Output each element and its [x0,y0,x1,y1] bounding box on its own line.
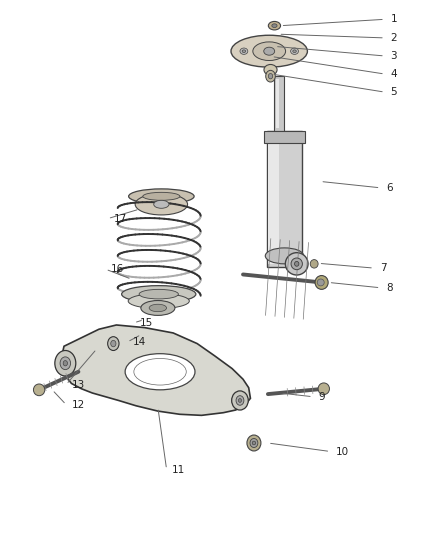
Text: 14: 14 [133,337,146,347]
Text: 11: 11 [172,465,186,474]
FancyBboxPatch shape [267,131,302,266]
Ellipse shape [247,435,261,451]
Text: 8: 8 [386,283,393,293]
Ellipse shape [268,21,281,30]
Ellipse shape [318,383,329,394]
Ellipse shape [268,74,273,79]
Ellipse shape [143,192,180,200]
Ellipse shape [231,35,307,67]
Text: 4: 4 [391,69,397,79]
FancyBboxPatch shape [276,79,279,128]
Text: 5: 5 [391,87,397,97]
Ellipse shape [141,301,175,316]
Text: 2: 2 [391,33,397,43]
Ellipse shape [272,24,277,28]
Ellipse shape [286,253,308,275]
FancyBboxPatch shape [275,76,284,131]
Ellipse shape [149,304,166,312]
Ellipse shape [291,258,302,270]
Text: 6: 6 [386,183,393,193]
Text: 7: 7 [380,263,386,273]
Ellipse shape [33,384,45,395]
Ellipse shape [111,341,116,347]
Ellipse shape [240,48,248,54]
Ellipse shape [315,276,328,289]
Text: 10: 10 [336,447,349,456]
Text: 16: 16 [111,264,124,274]
Ellipse shape [60,357,71,369]
Ellipse shape [238,399,241,402]
Ellipse shape [264,64,277,75]
Ellipse shape [125,354,195,390]
Ellipse shape [108,337,119,351]
Ellipse shape [55,351,76,376]
Ellipse shape [266,70,276,82]
Ellipse shape [129,189,194,204]
Ellipse shape [252,441,256,445]
Text: 1: 1 [391,14,397,25]
Ellipse shape [154,200,169,208]
Text: 12: 12 [72,400,85,410]
Ellipse shape [290,48,298,54]
Ellipse shape [242,50,246,53]
Ellipse shape [128,294,189,309]
Ellipse shape [265,248,304,264]
Ellipse shape [264,47,275,55]
Ellipse shape [293,50,296,53]
Text: 13: 13 [72,379,85,390]
Ellipse shape [135,193,187,215]
Text: 15: 15 [140,318,153,328]
FancyBboxPatch shape [265,131,304,143]
Text: 17: 17 [113,214,127,224]
Ellipse shape [122,286,196,303]
Ellipse shape [253,42,286,61]
Ellipse shape [232,391,248,410]
Text: 9: 9 [318,392,325,402]
Ellipse shape [250,439,258,448]
Ellipse shape [317,279,324,286]
Text: 3: 3 [391,51,397,61]
Polygon shape [61,325,251,415]
FancyBboxPatch shape [268,134,279,264]
Ellipse shape [236,395,244,405]
Ellipse shape [63,361,67,366]
Ellipse shape [310,260,318,268]
Ellipse shape [139,289,178,299]
Ellipse shape [294,262,299,266]
